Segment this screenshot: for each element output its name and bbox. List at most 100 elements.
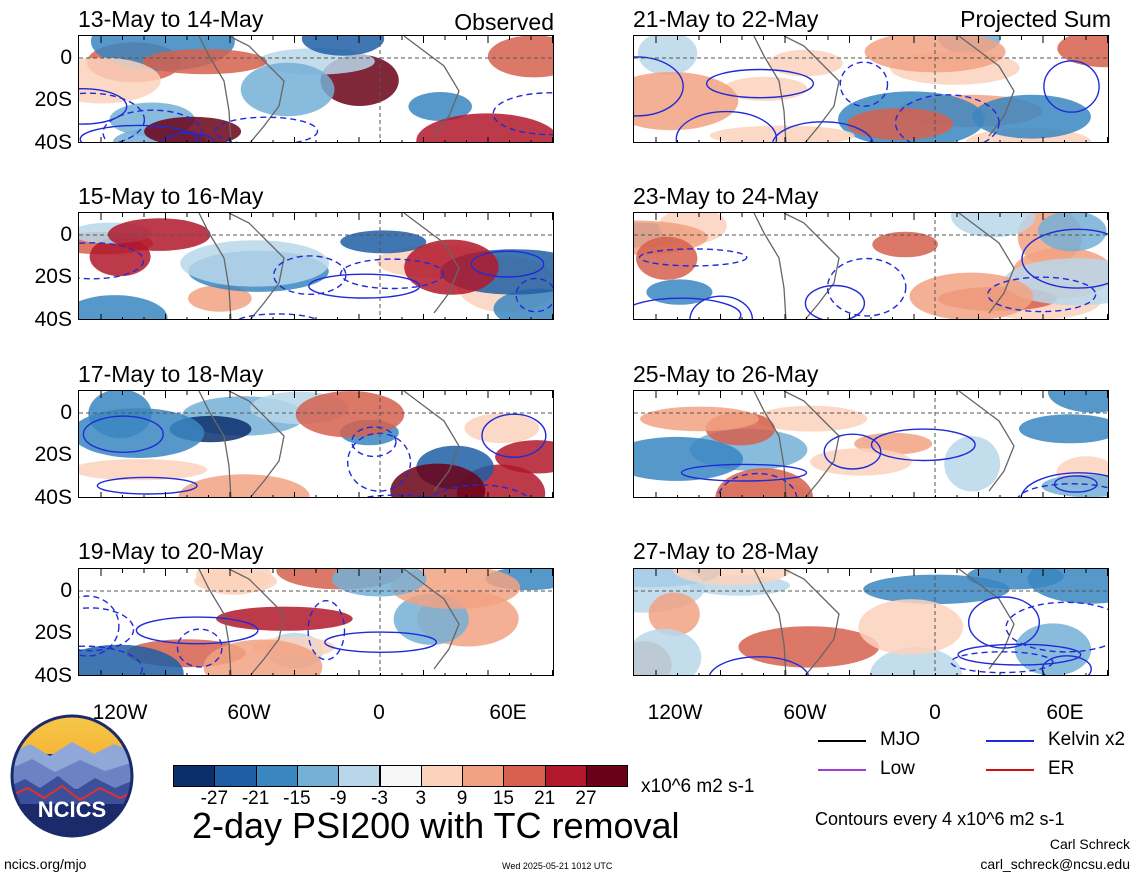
kelvin-contour [470, 250, 545, 278]
anomaly-blob [640, 406, 759, 432]
panel-title-5: 21-May to 22-May [633, 6, 819, 32]
y-tick-label: 20S [34, 443, 72, 466]
kelvin-contour [1017, 483, 1108, 497]
anomaly-blob [180, 240, 330, 287]
coastline-africa [958, 569, 1015, 670]
anomaly-blob [301, 36, 385, 56]
coastline-south-america [228, 36, 285, 142]
anomaly-blob [464, 413, 540, 444]
kelvin-contour [705, 68, 815, 99]
map-panel-8 [633, 568, 1109, 676]
kelvin-contour [273, 255, 347, 295]
email: carl_schreck@ncsu.edu [980, 856, 1130, 872]
panel-title-3: 17-May to 18-May [78, 361, 264, 387]
anomaly-blob [331, 569, 427, 597]
kelvin-contour [79, 645, 143, 675]
panel-title-7: 25-May to 26-May [633, 361, 819, 387]
map-panel-3 [78, 390, 554, 498]
colorbar-label: -27 [200, 788, 229, 809]
coastline-south-america-west [753, 569, 787, 675]
x-tick-label: 120W [647, 701, 703, 724]
anomaly-blob [709, 125, 855, 142]
anomaly-blob [1037, 213, 1107, 252]
map-panel-1 [78, 35, 554, 143]
anomaly-blob [972, 94, 1091, 139]
anomaly-blob [144, 116, 242, 142]
y-tick-label: 0 [60, 579, 72, 602]
kelvin-contour [1021, 228, 1108, 289]
contour-note: Contours every 4 x10^6 m2 s-1 [815, 809, 1065, 829]
kelvin-contour [1043, 60, 1100, 113]
kelvin-contour [324, 631, 438, 653]
coastline-africa [403, 391, 460, 492]
panel-title-4: 19-May to 20-May [78, 538, 264, 564]
anomaly-blob [1041, 474, 1108, 497]
kelvin-contour [481, 413, 547, 458]
coastline-south-america [228, 391, 285, 497]
coastline-south-america [783, 36, 840, 142]
map-panel-4 [78, 568, 554, 676]
colorbar-label: -9 [329, 788, 347, 809]
colorbar-box [586, 765, 629, 787]
map-panel-5 [633, 35, 1109, 143]
kelvin-contour [634, 56, 684, 117]
anomaly-blob [869, 647, 963, 675]
anomaly-blob [1018, 414, 1108, 444]
colorbar-box [462, 765, 505, 787]
anomaly-blob [188, 285, 252, 312]
coastline-south-america-west [753, 213, 787, 319]
anomaly-blob [648, 592, 700, 636]
colorbar-box [214, 765, 257, 787]
anomaly-blob [951, 213, 1036, 238]
anomaly-blob [1047, 391, 1108, 413]
kelvin-contour [1053, 475, 1098, 493]
anomaly-blob [636, 236, 698, 280]
panel-title-2: 15-May to 16-May [78, 183, 264, 209]
anomaly-blob [672, 569, 791, 586]
legend-label-low: Low [880, 758, 915, 779]
anomaly-blob [178, 474, 310, 497]
coastline-south-america-west [198, 213, 232, 319]
colorbar-box [544, 765, 587, 787]
coastline-south-america-west [753, 391, 787, 497]
kelvin-contour [96, 476, 198, 495]
timestamp: Wed 2025-05-21 1012 UTC [502, 861, 613, 871]
main-title: 2-day PSI200 with TC removal [192, 805, 680, 846]
y-tick-label: 40S [34, 131, 72, 154]
ncics-logo-icon: NCICS [10, 714, 134, 838]
legend-label-kelvin: Kelvin x2 [1048, 729, 1126, 750]
kelvin-contour [771, 121, 874, 142]
legend-line-low [818, 769, 866, 771]
anomaly-blob [79, 57, 161, 104]
map-panel-6 [633, 212, 1109, 320]
colorbar-label: -3 [371, 788, 388, 809]
projected-header: Projected Sum [960, 6, 1111, 32]
ncics-logo: NCICS [10, 714, 134, 838]
anomaly-blob [768, 49, 843, 77]
kelvin-contour [307, 600, 346, 661]
anomaly-blob [738, 626, 880, 668]
coastline-south-america-west [753, 36, 787, 142]
anomaly-blob [1057, 36, 1108, 68]
anomaly-blob [966, 569, 1064, 590]
panel-title-8: 27-May to 28-May [633, 538, 819, 564]
colorbar-label: 9 [456, 788, 468, 809]
colorbar-box [420, 765, 464, 787]
anomaly-blob [634, 72, 739, 131]
map-panel-7 [633, 390, 1109, 498]
coastline-africa [403, 36, 460, 137]
legend-line-er [986, 769, 1034, 771]
anomaly-blob [634, 436, 744, 481]
kelvin-contour [214, 116, 319, 142]
kelvin-contour [515, 277, 553, 313]
kelvin-contour [823, 433, 882, 470]
colorbar-box [379, 765, 422, 787]
anomaly-blob [634, 628, 702, 675]
anomaly-blob [79, 408, 205, 458]
colorbar-label: 27 [575, 788, 597, 809]
site-link[interactable]: ncics.org/mjo [4, 856, 87, 872]
kelvin-contour [968, 596, 1041, 649]
anomaly-blob [404, 239, 499, 295]
anomaly-blob [755, 405, 868, 432]
anomaly-blob [240, 62, 335, 117]
